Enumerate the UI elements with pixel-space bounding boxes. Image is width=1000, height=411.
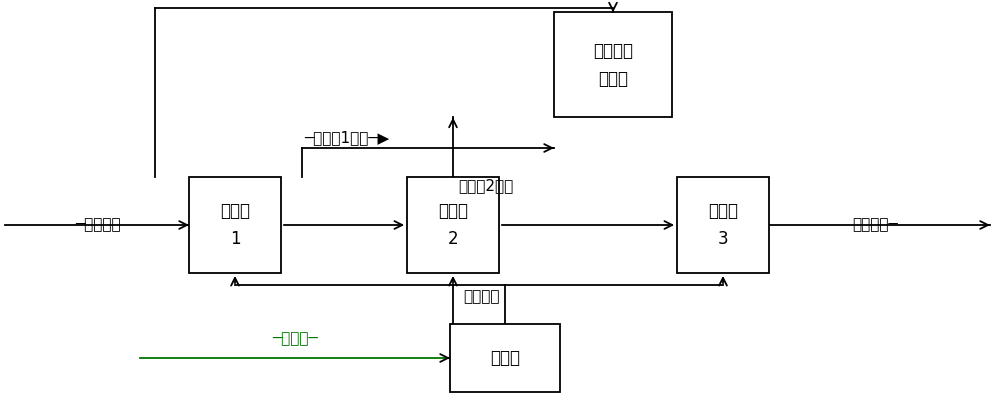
Text: 寄存器
3: 寄存器 3 (708, 202, 738, 248)
Bar (450, 324, 560, 392)
Text: ─寄存刨1输出─▶: ─寄存刨1输出─▶ (304, 130, 389, 145)
Bar (554, 12, 672, 118)
Bar (189, 177, 281, 273)
Bar (677, 177, 769, 273)
Text: 寄存器
1: 寄存器 1 (220, 202, 250, 248)
Text: 寄存器
2: 寄存器 2 (438, 202, 468, 248)
Text: 比较器: 比较器 (490, 349, 520, 367)
Text: 输出信号─: 输出信号─ (852, 217, 898, 233)
Text: 寄存输出
比较器: 寄存输出 比较器 (593, 42, 633, 88)
Text: ─计数値─: ─计数値─ (272, 331, 318, 346)
Text: ─输入信号: ─输入信号 (75, 217, 121, 233)
Text: 使能信号: 使能信号 (463, 289, 500, 304)
Text: 寄存刨2输出: 寄存刨2输出 (458, 178, 513, 193)
Bar (407, 177, 499, 273)
